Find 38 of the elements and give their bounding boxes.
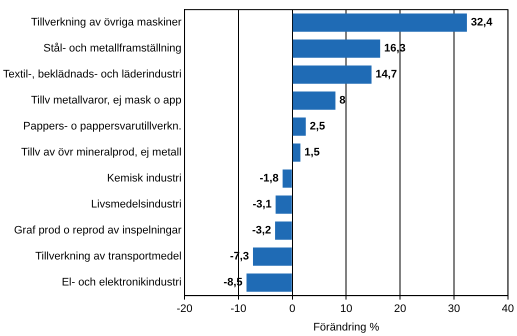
y-tick-label: Tillverkning av övriga maskiner: [30, 16, 182, 29]
y-tick-label: Graf prod o reprod av inspelningar: [14, 224, 182, 237]
x-tick-label: 10: [340, 303, 352, 316]
x-tick-label: 20: [394, 303, 406, 316]
bar: [246, 274, 292, 292]
data-label: 2,5: [310, 120, 326, 133]
data-label: 14,7: [376, 68, 397, 81]
data-label: 32,4: [470, 16, 494, 29]
bar: [292, 92, 336, 110]
bar: [292, 144, 300, 162]
bar: [282, 170, 292, 188]
data-label: 1,5: [304, 146, 320, 159]
x-axis-title: Förändring %: [313, 321, 380, 334]
y-tick-label: Tillverkning av transportmedel: [35, 250, 182, 263]
y-tick-label: El- och elektronikindustri: [62, 276, 182, 289]
data-label: -1,8: [260, 172, 279, 185]
y-tick-label: Pappers- o pappersvarutillverkn.: [23, 120, 182, 133]
bar: [276, 196, 292, 214]
y-tick-label: Tillv av övr mineralprod, ej metall: [21, 146, 182, 159]
bar: [292, 118, 306, 136]
x-tick-label: 30: [448, 303, 460, 316]
data-label: -3,2: [252, 224, 272, 237]
y-tick-label: Kemisk industri: [106, 172, 182, 185]
x-tick-label: -10: [230, 303, 246, 316]
y-tick-label: Livsmedelsindustri: [91, 198, 182, 211]
x-tick-label: 0: [289, 303, 296, 316]
data-label: 8: [339, 94, 346, 107]
data-label: -3,1: [252, 198, 272, 211]
bar: [292, 66, 372, 84]
bar: [252, 248, 292, 266]
bar: [275, 222, 292, 240]
bar: [292, 40, 380, 58]
x-tick-label: -20: [176, 303, 192, 316]
x-tick-label: 40: [502, 303, 514, 316]
y-tick-label: Textil-, beklädnads- och läderindustri: [2, 68, 182, 81]
y-tick-label: Stål- och metallframställning: [43, 42, 182, 55]
y-tick-label: Tillv metallvaror, ej mask o app: [30, 94, 182, 107]
bar: [292, 14, 467, 32]
